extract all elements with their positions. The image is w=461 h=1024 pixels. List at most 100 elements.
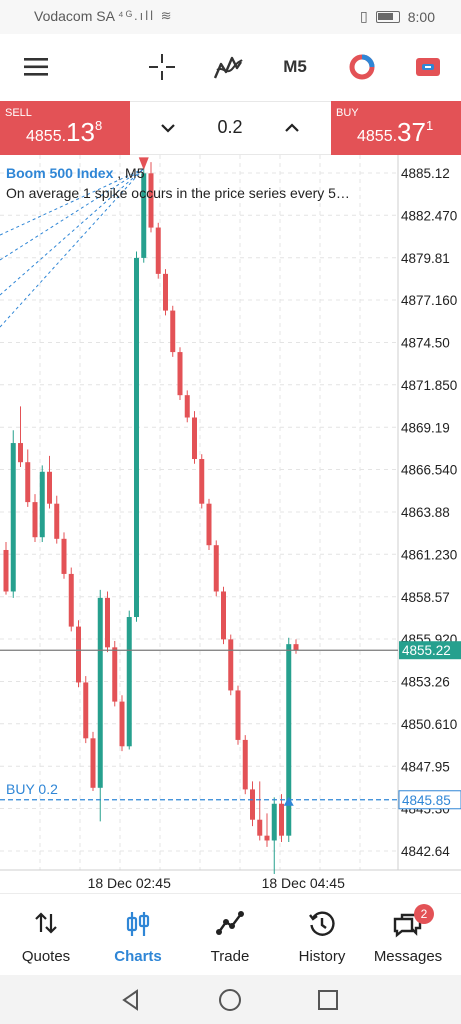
- nav-trade[interactable]: Trade: [184, 894, 276, 976]
- chevron-up-icon[interactable]: [282, 118, 302, 143]
- buy-button[interactable]: BUY 4855.371: [331, 101, 461, 155]
- trade-icon: [184, 910, 276, 938]
- x-tick-label: 18 Dec 02:45: [88, 875, 171, 891]
- chevron-down-icon[interactable]: [158, 118, 178, 143]
- candle-body: [170, 310, 176, 353]
- candle-body: [235, 690, 241, 740]
- back-icon[interactable]: [116, 985, 146, 1015]
- fan-line: [0, 168, 145, 261]
- candle-body: [18, 443, 23, 463]
- nav-messages[interactable]: 2 Messages: [362, 894, 454, 976]
- home-icon[interactable]: [215, 985, 245, 1015]
- unread-badge: 2: [414, 904, 434, 924]
- fan-line: [0, 168, 145, 296]
- messages-icon: [362, 910, 454, 938]
- y-tick-label: 4853.26: [401, 675, 450, 690]
- position-price-label: 4845.85: [402, 793, 451, 808]
- y-tick-label: 4885.12: [401, 166, 450, 181]
- y-tick-label: 4847.95: [401, 759, 450, 774]
- candle-body: [228, 639, 234, 691]
- candle-body: [177, 352, 183, 396]
- buy-entry-arrow: [283, 796, 294, 806]
- candle-body: [97, 597, 103, 788]
- current-price-label: 4855.22: [402, 643, 451, 658]
- nav-quotes[interactable]: Quotes: [0, 894, 92, 976]
- nav-label-trade: Trade: [210, 948, 250, 965]
- candle-body: [213, 545, 219, 592]
- carrier-name: Vodacom SA: [34, 8, 115, 24]
- candle-body: [155, 227, 161, 274]
- account-icon[interactable]: [406, 34, 450, 100]
- fan-line: [0, 168, 144, 236]
- candle-body: [119, 701, 125, 747]
- candle-body: [32, 502, 38, 538]
- indicators-icon[interactable]: [206, 34, 250, 100]
- nav-label-quotes: Quotes: [21, 948, 71, 965]
- y-tick-label: 4874.50: [401, 336, 450, 351]
- price-chart[interactable]: 4885.12 4882.470 4879.81 4877.160 4874.50 487…: [0, 155, 461, 893]
- candle-body: [250, 789, 255, 820]
- one-click-trading-panel: SELL 4855.138 0.2 BUY 4855.371: [0, 101, 461, 155]
- sell-button[interactable]: SELL 4855.138: [0, 101, 130, 155]
- candle-body: [199, 459, 205, 504]
- symbol-timeframe: , M5: [117, 165, 145, 181]
- candle-body: [163, 273, 168, 311]
- y-tick-label: 4861.230: [401, 547, 457, 562]
- signal-icons: ⁴ᴳ.ıll ≋: [118, 8, 174, 23]
- lot-size-value[interactable]: 0.2: [217, 117, 243, 137]
- candle-body: [148, 173, 154, 228]
- candle-body: [105, 597, 110, 648]
- nav-label-messages: Messages: [373, 948, 443, 965]
- candle-body: [112, 647, 118, 702]
- sell-price: 4855.138: [26, 117, 103, 147]
- candle-body: [61, 538, 67, 574]
- y-tick-label: 4877.160: [401, 293, 457, 308]
- y-tick-label: 4869.19: [401, 420, 450, 435]
- y-tick-label: 4871.850: [401, 378, 457, 393]
- candle-body: [68, 573, 74, 627]
- candle-body: [3, 549, 9, 592]
- symbol-name[interactable]: Boom 500 Index: [6, 165, 114, 181]
- spike-marker-arrow: [138, 157, 149, 171]
- timeframe-button[interactable]: M5: [283, 57, 307, 76]
- chart-header: Boom 500 Index , M5 On average 1 spike o…: [6, 165, 396, 201]
- candle-body: [192, 417, 197, 460]
- y-tick-label: 4866.540: [401, 463, 457, 478]
- candle-body: [47, 471, 52, 504]
- current-price-tag: [399, 641, 461, 660]
- candle-body: [39, 471, 45, 538]
- position-price-tag: [398, 790, 461, 810]
- vibrate-icon: ▯: [360, 8, 368, 24]
- nav-charts[interactable]: Charts: [92, 894, 184, 976]
- candle-body: [286, 644, 292, 836]
- symbol-description: On average 1 spike occurs in the price s…: [6, 185, 350, 201]
- candle-body: [76, 626, 81, 683]
- y-tick-label: 4863.88: [401, 505, 450, 520]
- system-navigation-bar: [0, 975, 461, 1024]
- x-tick-label: 18 Dec 04:45: [262, 875, 345, 891]
- candle-body: [10, 443, 16, 592]
- candle-body: [271, 803, 277, 841]
- nav-history[interactable]: History: [276, 894, 368, 976]
- sell-label: SELL: [5, 107, 32, 119]
- hamburger-menu-icon[interactable]: [14, 34, 58, 100]
- y-tick-label: 4842.64: [401, 844, 450, 859]
- y-tick-label: 4879.81: [401, 251, 450, 266]
- chart-canvas[interactable]: 4885.12 4882.470 4879.81 4877.160 4874.50 487…: [0, 155, 461, 893]
- nav-label-charts: Charts: [114, 948, 162, 965]
- candle-body: [279, 803, 284, 836]
- recents-icon[interactable]: [313, 985, 343, 1015]
- candle-body: [83, 682, 89, 739]
- chart-toolbar: M5: [0, 34, 461, 100]
- buy-price: 4855.371: [357, 117, 434, 147]
- candle-body: [54, 503, 60, 539]
- crosshair-icon[interactable]: [140, 34, 184, 100]
- candle-body: [206, 503, 212, 546]
- candle-body: [134, 257, 139, 618]
- status-bar: Vodacom SA ⁴ᴳ.ıll ≋ ▯ 8:00: [0, 0, 461, 34]
- candle-body: [141, 173, 147, 258]
- candle-body: [90, 738, 96, 788]
- objects-icon[interactable]: [340, 34, 384, 100]
- bottom-navigation: Quotes Charts Trade History 2 Messages: [0, 893, 461, 975]
- candle-body: [257, 819, 263, 836]
